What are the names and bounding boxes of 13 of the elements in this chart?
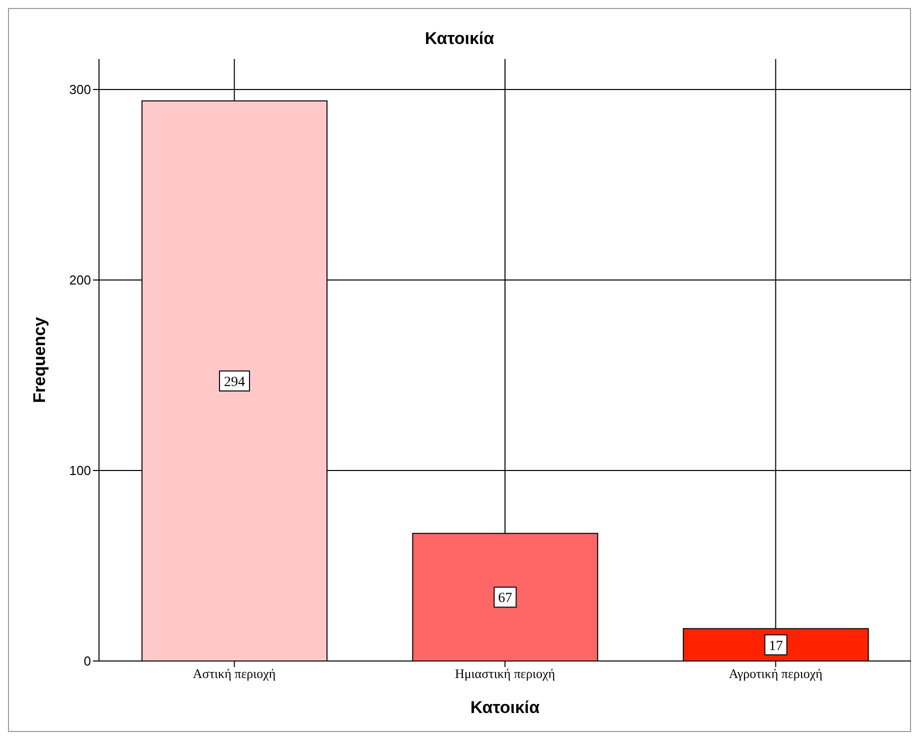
y-tick-label: 0 <box>84 654 91 669</box>
x-tick-label: Αστική περιοχή <box>192 666 276 682</box>
x-tick-label: Αγροτική περιοχή <box>728 666 823 682</box>
data-label: 17 <box>768 638 783 654</box>
chart-title: Κατοικία <box>424 29 496 49</box>
x-tick-label: Ημιαστική περιοχή <box>454 666 556 682</box>
x-axis-title: Κατοικία <box>470 698 540 717</box>
y-tick-label: 100 <box>69 463 91 478</box>
y-tick-label: 200 <box>69 272 91 288</box>
y-tick-label: 300 <box>69 82 91 98</box>
data-label: 67 <box>498 591 512 606</box>
y-axis-title: Frequency <box>30 316 50 403</box>
data-label: 294 <box>224 374 245 390</box>
